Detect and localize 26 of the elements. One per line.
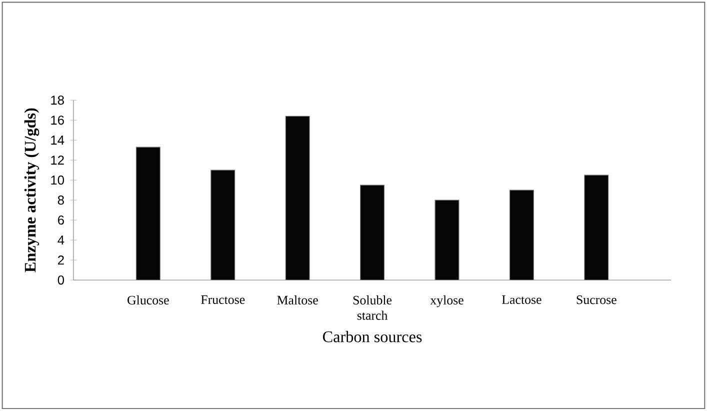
x-axis-title: Carbon sources: [322, 330, 422, 342]
y-axis-title: Enzyme activity (U/gds): [24, 108, 40, 272]
bar: [509, 190, 534, 280]
y-tick-label: 2: [58, 256, 64, 265]
x-tick-label: Sucrose: [576, 295, 616, 304]
x-tick-label: Glucose: [128, 295, 169, 305]
bar: [285, 116, 310, 280]
bar: [136, 146, 160, 280]
y-tick-label: 8: [58, 196, 64, 205]
y-tick-label: 10: [51, 176, 64, 185]
y-tick-label: 0: [58, 276, 64, 285]
x-tick-label: Soluble starch: [353, 295, 392, 320]
bar: [584, 174, 609, 280]
y-tick-label: 18: [51, 96, 64, 105]
x-tick-label: Maltose: [277, 295, 318, 305]
y-tick-label: 12: [51, 156, 64, 165]
bar: [434, 200, 460, 280]
bar: [210, 170, 236, 280]
y-tick-label: 4: [58, 236, 64, 245]
y-tick-label: 6: [58, 216, 64, 225]
x-tick-label: Fructose: [201, 295, 245, 304]
x-tick-label: xylose: [430, 295, 464, 308]
x-tick-label: Lactose: [502, 295, 542, 304]
y-tick-label: 16: [51, 116, 64, 125]
bar: [360, 184, 385, 280]
y-tick-label: 14: [51, 136, 64, 145]
